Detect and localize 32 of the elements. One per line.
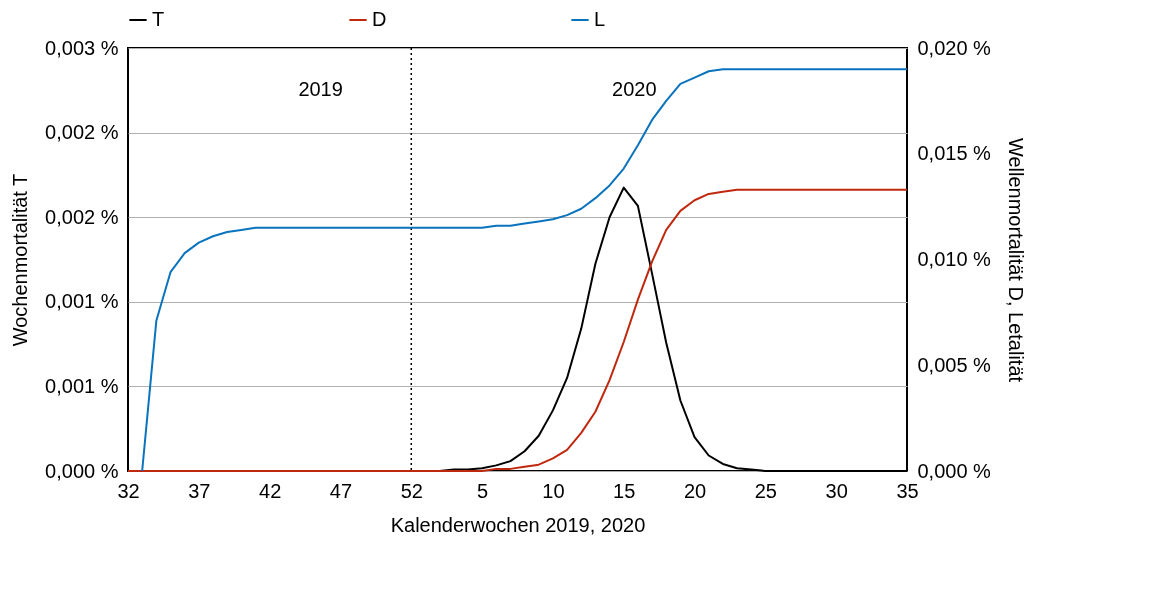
y2-tick-label: 0,020 % (917, 36, 992, 59)
y-tick-label: 0,003 % (45, 36, 119, 59)
annotation: 2020 (612, 78, 657, 100)
x-tick-label: 10 (542, 479, 565, 502)
x-tick-label: 5 (477, 479, 489, 502)
x-tick-label: 30 (825, 479, 848, 502)
y2-tick-label: 0,000 % (917, 459, 992, 482)
y-tick-label: 0,002 % (45, 121, 119, 144)
y2-tick-label: 0,015 % (917, 142, 992, 165)
y2-tick-label: 0,005 % (917, 353, 992, 376)
x-tick-label: 52 (400, 479, 423, 502)
y-tick-label: 0,002 % (45, 205, 119, 228)
annotation: 2019 (298, 78, 343, 100)
x-tick-label: 32 (117, 479, 140, 502)
legend-label: T (152, 8, 165, 30)
x-tick-label: 25 (754, 479, 777, 502)
x-tick-label: 37 (188, 479, 211, 502)
x-tick-label: 15 (613, 479, 636, 502)
x-tick-label: 42 (259, 479, 282, 502)
y2-tick-label: 0,010 % (917, 248, 992, 270)
x-tick-label: 35 (896, 479, 919, 502)
x-tick-label: 20 (683, 479, 707, 502)
x-tick-label: 47 (329, 479, 353, 502)
y-tick-label: 0,001 % (45, 374, 119, 397)
y-axis-title: Wochenmortalität T (9, 173, 32, 347)
line-series (141, 68, 908, 472)
x-axis-title: Kalenderwochen 2019, 2020 (390, 513, 646, 536)
y-tick-label: 0,000 % (45, 459, 119, 482)
legend-label: L (594, 8, 606, 30)
y2-axis-title: Wellenmortalität D, Letalität (1004, 137, 1027, 383)
legend-label: D (372, 8, 387, 30)
y-tick-label: 0,001 % (45, 290, 119, 313)
